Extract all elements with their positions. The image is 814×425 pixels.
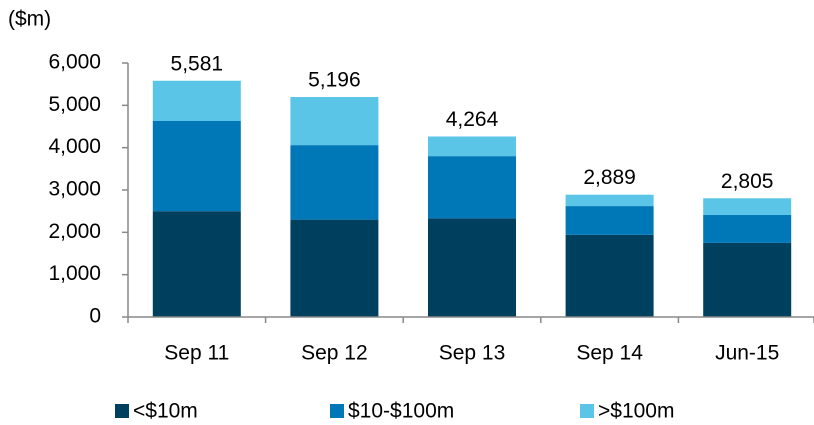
bar-segment [565, 234, 654, 317]
x-tick-label: Sep 11 [164, 342, 229, 365]
y-tick-label: 0 [89, 305, 101, 328]
bar-segment [703, 198, 792, 215]
bar-segment [565, 194, 654, 207]
x-tick-label: Sep 14 [576, 342, 643, 365]
legend-label: >$100m [598, 400, 674, 423]
total-label: 2,889 [583, 166, 636, 189]
bar-segment [290, 219, 379, 317]
legend-swatch [580, 404, 594, 418]
bar-segment [290, 145, 379, 220]
total-label: 5,196 [308, 69, 361, 92]
y-tick-label: 1,000 [48, 262, 101, 285]
x-tick-label: Sep 12 [301, 342, 368, 365]
bar-segment [290, 97, 379, 146]
y-axis-label: ($m) [8, 8, 51, 31]
y-tick-label: 4,000 [48, 135, 101, 158]
total-label: 2,805 [721, 170, 774, 193]
bar-segment [152, 80, 241, 121]
x-tick-label: Sep 13 [439, 342, 506, 365]
y-tick-label: 6,000 [48, 51, 101, 74]
total-label: 4,264 [446, 108, 499, 131]
legend-label: <$10m [133, 400, 198, 423]
x-tick-label: Jun-15 [715, 342, 779, 365]
y-tick-label: 2,000 [48, 220, 101, 243]
bar-segment [152, 120, 241, 212]
bar-segment [703, 214, 792, 243]
bar-segment [428, 136, 516, 157]
bar-segment [152, 211, 241, 317]
bar-segment [565, 206, 654, 235]
total-label: 5,581 [171, 52, 224, 75]
bar-segment [428, 156, 516, 219]
bar-segment [703, 242, 792, 317]
y-tick-label: 5,000 [48, 93, 101, 116]
legend-swatch [330, 404, 344, 418]
y-tick-label: 3,000 [48, 178, 101, 201]
legend-swatch [115, 404, 129, 418]
bar-segment [428, 218, 516, 317]
legend-label: $10-$100m [348, 400, 454, 423]
